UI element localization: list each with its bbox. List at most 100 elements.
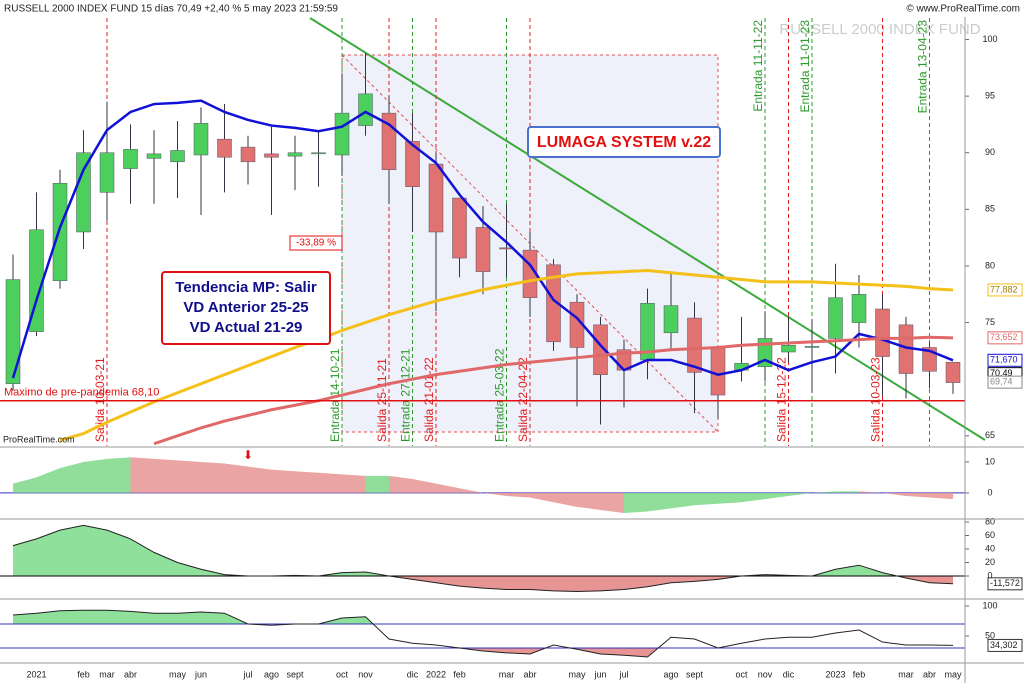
x-tick-label: mar — [898, 669, 914, 679]
area-fill — [13, 576, 953, 592]
candle-body — [240, 146, 256, 163]
area-segment — [553, 492, 577, 507]
signal-label: Entrada 13-04-23 — [916, 20, 930, 114]
signal-label: Salida 25-11-21 — [375, 358, 389, 442]
trend-line — [309, 17, 986, 441]
candle-body — [99, 152, 115, 193]
candle-body — [358, 93, 373, 126]
x-tick-label: jul — [618, 669, 628, 679]
x-tick-label: mar — [499, 669, 515, 679]
trend-text: VD Anterior 25-25 — [183, 299, 308, 316]
y-tick-label: 100 — [982, 34, 997, 44]
candle-body — [405, 141, 420, 187]
candle-body — [710, 347, 726, 396]
area-segment — [577, 492, 601, 510]
candle-body — [123, 149, 138, 169]
area-segment — [107, 457, 131, 493]
candle-body — [546, 264, 561, 343]
area-segment — [177, 460, 201, 493]
line — [12, 524, 954, 593]
price-label: 69,74 — [990, 377, 1013, 387]
area-segment — [835, 491, 859, 493]
area-segment — [459, 488, 483, 493]
line — [11, 99, 954, 379]
x-tick-label: oct — [336, 669, 349, 679]
price-box — [987, 638, 1023, 652]
y-tick-label: 80 — [985, 260, 995, 270]
price-label: 34,302 — [990, 640, 1018, 650]
signal-label: Salida 15-12-22 — [775, 357, 789, 442]
area-segment — [271, 469, 295, 493]
x-tick-label: abr — [923, 669, 936, 679]
area-segment — [647, 492, 671, 512]
x-tick-label: nov — [358, 669, 373, 679]
candle-body — [5, 279, 21, 384]
y-tick-label: 65 — [985, 430, 995, 440]
candle-body — [52, 183, 68, 281]
area-segment — [154, 458, 178, 493]
x-tick-label: feb — [853, 669, 866, 679]
area-segment — [859, 491, 883, 493]
candle-body — [193, 123, 209, 156]
area-segment — [248, 466, 272, 493]
signal-label: Salida 21-01-22 — [422, 357, 436, 442]
system-box — [527, 126, 721, 158]
area-segment — [671, 492, 695, 509]
signal-label: Entrada 25-03-22 — [493, 348, 507, 442]
candle-body — [593, 324, 608, 375]
trend-box — [161, 271, 331, 345]
area-segment — [201, 461, 225, 493]
area-segment — [389, 475, 413, 493]
candle-body — [804, 346, 820, 348]
area-segment — [624, 492, 648, 514]
system-label: LUMAGA SYSTEM v.22 — [537, 134, 711, 151]
y-tick-label: 90 — [985, 147, 995, 157]
reference-label: Maximo de pre-pandemia 68,10 — [4, 387, 159, 399]
trend-text: Tendencia MP: Salir — [175, 279, 317, 296]
price-label: 73,652 — [990, 332, 1018, 342]
x-tick-label: sept — [686, 669, 704, 679]
price-box — [987, 577, 1023, 591]
signal-label: Entrada 11-01-23 — [798, 20, 812, 113]
candle-body — [828, 297, 843, 339]
area-fill — [13, 610, 374, 625]
x-tick-label: jun — [194, 669, 207, 679]
area-segment — [295, 471, 319, 493]
area-segment — [530, 492, 554, 503]
line — [153, 335, 954, 446]
candle-body — [452, 197, 467, 259]
x-tick-label: sept — [286, 669, 304, 679]
y-tick-label: 40 — [985, 543, 995, 553]
area-segment — [436, 483, 460, 493]
drawdown-box — [289, 235, 343, 251]
area-fill — [13, 525, 898, 577]
x-tick-label: may — [944, 669, 962, 679]
area-segment — [718, 492, 742, 504]
signal-label: Entrada 11-11-22 — [751, 20, 765, 112]
candle-body — [875, 308, 890, 357]
candle-body — [945, 361, 961, 383]
y-tick-label: 20 — [985, 557, 995, 567]
y-tick-label: 0 — [987, 487, 992, 497]
area-segment — [36, 468, 60, 493]
y-tick-label: 85 — [985, 204, 995, 214]
title: RUSSELL 2000 INDEX FUND 15 días 70,49 +2… — [4, 4, 338, 15]
x-tick-label: 2023 — [825, 669, 845, 679]
y-tick-label: 100 — [982, 600, 997, 610]
x-tick-label: abr — [124, 669, 137, 679]
area-fill — [13, 648, 953, 658]
price-box — [987, 375, 1023, 389]
x-tick-label: ago — [264, 669, 279, 679]
price-label: -11,572 — [990, 578, 1020, 588]
area-segment — [365, 475, 389, 493]
area-segment — [765, 492, 789, 500]
candle-body — [781, 344, 796, 353]
candle-body — [428, 163, 444, 233]
candle-body — [217, 138, 232, 158]
x-tick-label: oct — [735, 669, 748, 679]
price-box — [987, 331, 1023, 345]
area-segment — [812, 491, 836, 493]
line — [12, 609, 954, 658]
x-tick-label: abr — [523, 669, 536, 679]
